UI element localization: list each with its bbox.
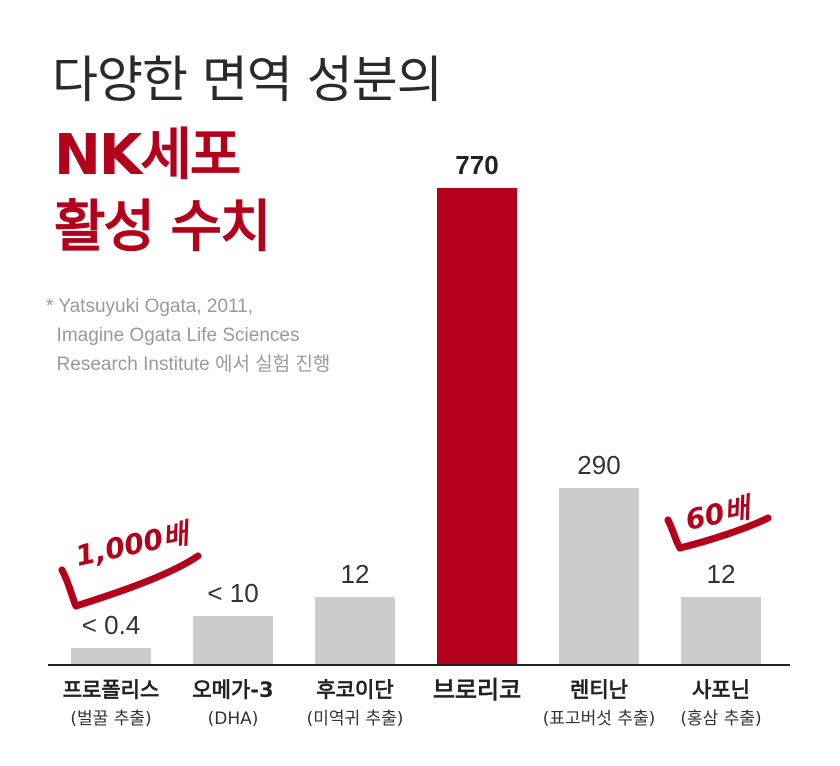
subcategory-label-4: (표고버섯 추출) [543, 709, 656, 729]
title-line-2: NK세포 [54, 123, 241, 188]
subcategory-label-1: (DHA) [208, 709, 259, 729]
value-label-1: < 10 [207, 578, 258, 608]
category-label-2: 후코이단 [316, 678, 393, 702]
value-label-5: 12 [707, 559, 736, 589]
category-label-4: 렌티난 [570, 678, 628, 702]
value-label-0: < 0.4 [82, 610, 141, 640]
source-note: * Yatsuyuki Ogata, 2011, Imagine Ogata L… [46, 296, 331, 375]
category-labels-group: 프로폴리스 (벌꿀 추출) 오메가-3 (DHA) 후코이단 (미역귀 추출) 브로리코 렌티… [63, 676, 762, 729]
bar-5 [681, 597, 761, 664]
bars-group [71, 188, 761, 664]
title-line-1: 다양한 면역 성분의 [52, 51, 443, 109]
value-label-3: 770 [455, 150, 498, 180]
subcategory-label-2: (미역귀 추출) [307, 709, 404, 729]
subcategory-label-0: (벌꿀 추출) [70, 709, 151, 729]
category-label-1: 오메가-3 [192, 678, 273, 702]
value-labels-group: < 0.4 < 10 12 770 290 12 [82, 150, 736, 640]
annotation-right-stroke [664, 514, 772, 552]
subcategory-label-5: (홍삼 추출) [680, 709, 761, 729]
title-line-3: 활성 수치 [54, 195, 272, 260]
value-label-4: 290 [577, 450, 620, 480]
bar-2 [315, 597, 395, 664]
bar-4 [559, 488, 639, 664]
category-label-0: 프로폴리스 [63, 678, 160, 702]
bar-3 [437, 188, 517, 664]
annotation-left-stroke [58, 552, 202, 610]
category-label-5: 사포닌 [692, 678, 750, 702]
category-label-3: 브로리코 [433, 676, 521, 704]
annotation-right: 60배 [664, 490, 772, 552]
value-label-2: 12 [341, 559, 370, 589]
bar-0 [71, 648, 151, 664]
annotation-left: 1,000배 [58, 516, 202, 610]
bar-1 [193, 616, 273, 664]
